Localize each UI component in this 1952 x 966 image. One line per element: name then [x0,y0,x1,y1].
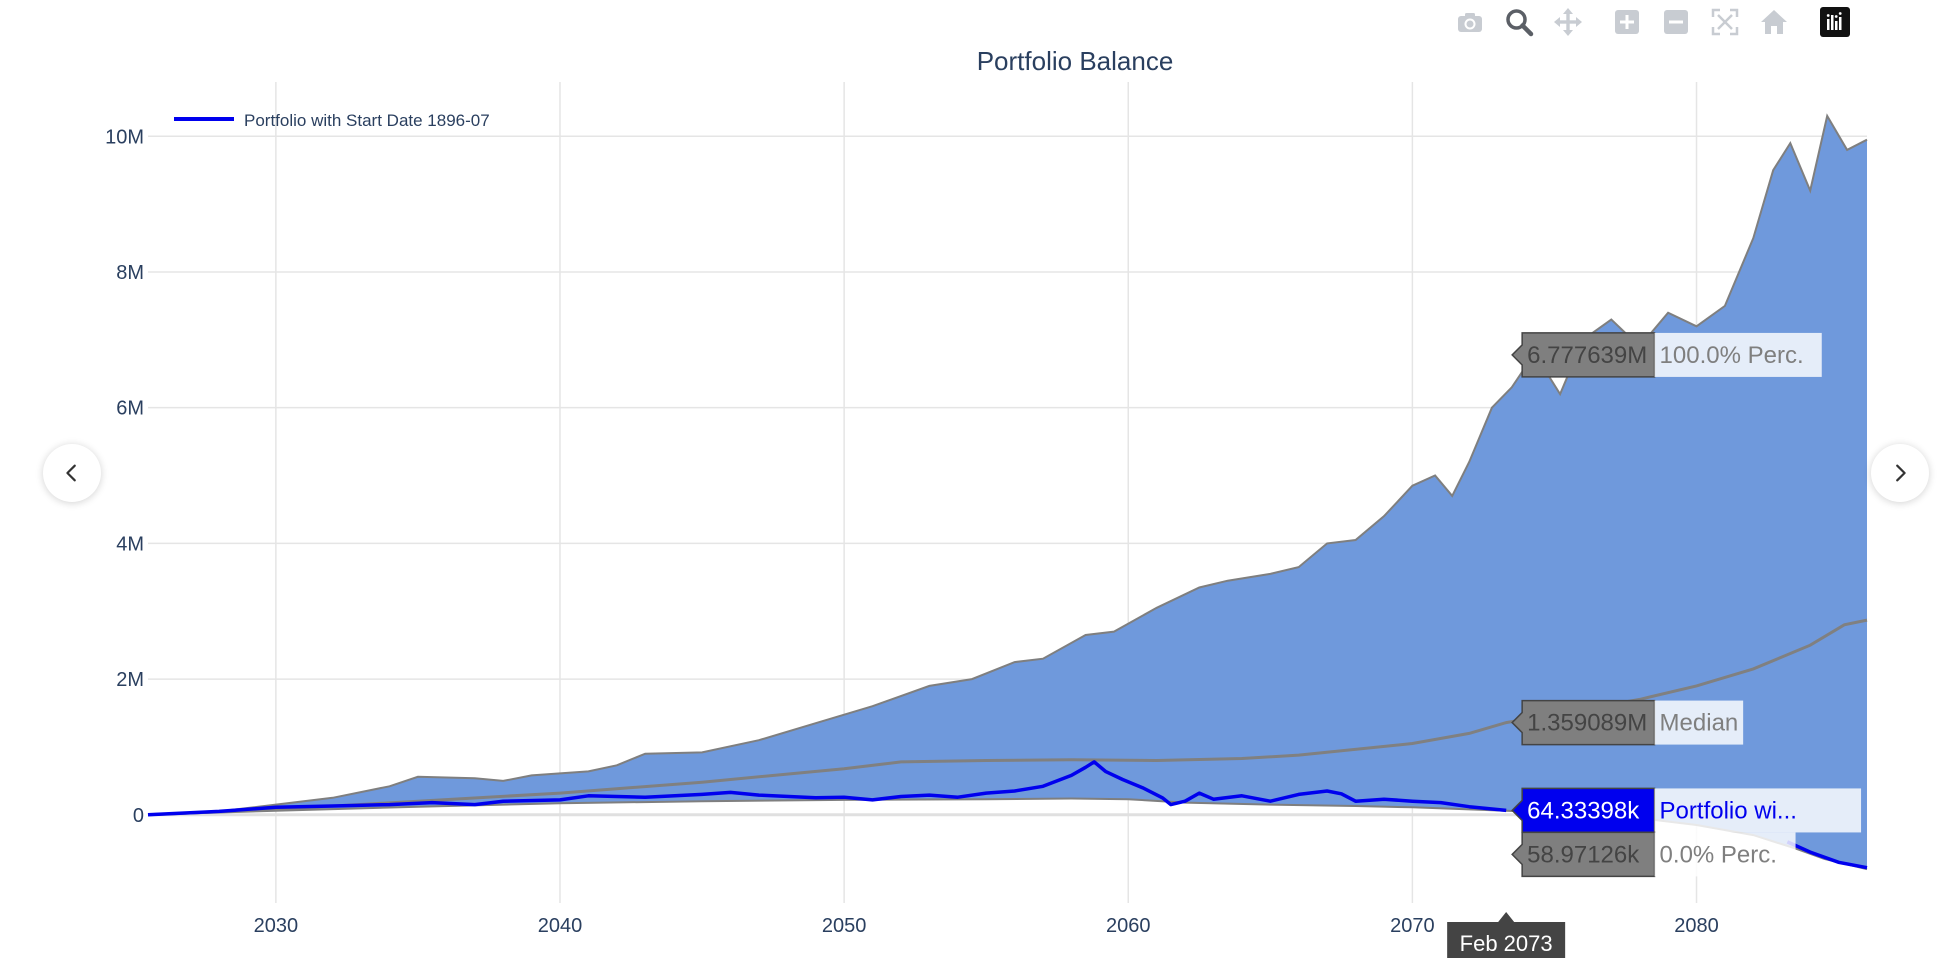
hover-name-text: Median [1660,710,1739,737]
legend-label: Portfolio with Start Date 1896-07 [244,111,490,130]
hover-value-text: 1.359089M [1527,710,1647,737]
autoscale-icon [1711,8,1739,36]
chevron-right-icon [1896,464,1906,482]
hover-label: 58.97126k 0.0% Perc. [1511,831,1796,878]
hover-label: 64.33398k Portfolio wi... [1511,787,1862,834]
pan-button[interactable] [1548,2,1588,42]
y-tick-label: 0 [133,805,144,827]
previous-button[interactable] [43,444,101,502]
zoom-out-button[interactable] [1656,2,1696,42]
hover-value-box [1511,787,1656,834]
hover-labels: 6.777639M 100.0% Perc. 1.359089M Median 64.3… [1447,332,1862,958]
x-tick-label: 2050 [822,915,867,937]
hover-name-text: 100.0% Perc. [1660,342,1804,369]
y-tick-label: 10M [105,126,144,148]
median-line [147,618,1868,817]
y-tick-label: 6M [116,398,144,420]
hover-name-box [1654,332,1822,377]
zoom-in-button[interactable] [1607,2,1647,42]
zoom-in-icon [1615,10,1639,34]
chart-title: Portfolio Balance [977,46,1174,76]
download-image-button[interactable] [1450,2,1490,42]
hover-label: 6.777639M 100.0% Perc. [1511,332,1822,378]
legend[interactable]: Portfolio with Start Date 1896-07 [174,111,490,130]
zoom-icon [1506,9,1534,37]
x-tick-label: 2040 [538,915,583,937]
x-tick-label: 2060 [1106,915,1151,937]
hover-label: 1.359089M Median [1511,699,1744,746]
autoscale-button[interactable] [1705,2,1745,42]
zoom-out-icon [1664,10,1688,34]
x-tick-label: 2030 [254,915,299,937]
x-hover-box [1447,912,1566,958]
y-tick-label: 8M [116,262,144,284]
hover-value-text: 6.777639M [1527,342,1647,369]
portfolio-line-tail [1786,840,1868,870]
hover-value-text: 58.97126k [1527,841,1640,868]
hover-value-box [1511,699,1656,746]
hover-name-box [1654,700,1744,745]
hover-value-text: 64.33398k [1527,797,1640,824]
x-hover-text: Feb 2073 [1460,931,1553,956]
next-button[interactable] [1871,444,1929,502]
camera-icon [1458,13,1482,32]
y-tick-label: 2M [116,669,144,691]
x-tick-label: 2070 [1390,915,1435,937]
x-hover-label: Feb 2073 [1447,912,1566,958]
hover-name-box [1654,788,1862,833]
modebar-toolbar [1450,2,1864,42]
plotly-logo-button[interactable] [1815,2,1855,42]
y-tick-label: 4M [116,533,144,555]
portfolio-line [147,760,1507,817]
percentile-band [148,115,1867,870]
pan-icon [1554,8,1582,36]
zoom-button[interactable] [1499,2,1539,42]
hover-value-box [1511,332,1656,378]
hover-name-text: Portfolio wi... [1660,797,1797,824]
upper-percentile-line [147,113,1868,816]
percentile-band-fill [148,115,1867,870]
chevron-left-icon [66,464,76,482]
reset-axes-icon [1761,10,1787,34]
hover-value-box [1511,831,1656,878]
y-axis: 0 2M 4M 6M 8M 10M [105,126,144,827]
x-tick-label: 2080 [1674,915,1719,937]
reset-axes-button[interactable] [1754,2,1794,42]
hover-name-text: 0.0% Perc. [1660,841,1777,868]
hover-name-box [1654,832,1796,877]
plotly-logo-icon [1820,7,1850,37]
x-axis: 2030 2040 2050 2060 2070 2080 [254,915,1719,937]
